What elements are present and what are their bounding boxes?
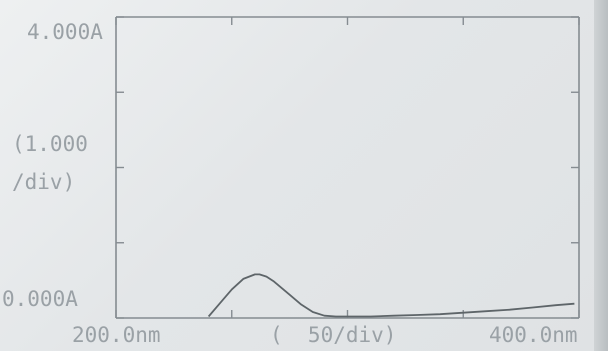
- axis-ticks: [115, 16, 580, 319]
- y-axis-division-label: (1.000: [12, 132, 88, 156]
- y-axis-division-unit: /div): [12, 170, 76, 194]
- plot-frame: [115, 16, 580, 319]
- y-axis-min-label: 0.000A: [2, 287, 78, 311]
- x-axis-min-label: 200.0nm: [72, 323, 161, 347]
- x-axis-division-label: ( 50/div): [270, 323, 397, 347]
- y-axis-max-label: 4.000A: [27, 20, 103, 44]
- display-bezel: [594, 0, 608, 351]
- absorbance-trace: [207, 273, 575, 318]
- x-axis-max-label: 400.0nm: [489, 323, 578, 347]
